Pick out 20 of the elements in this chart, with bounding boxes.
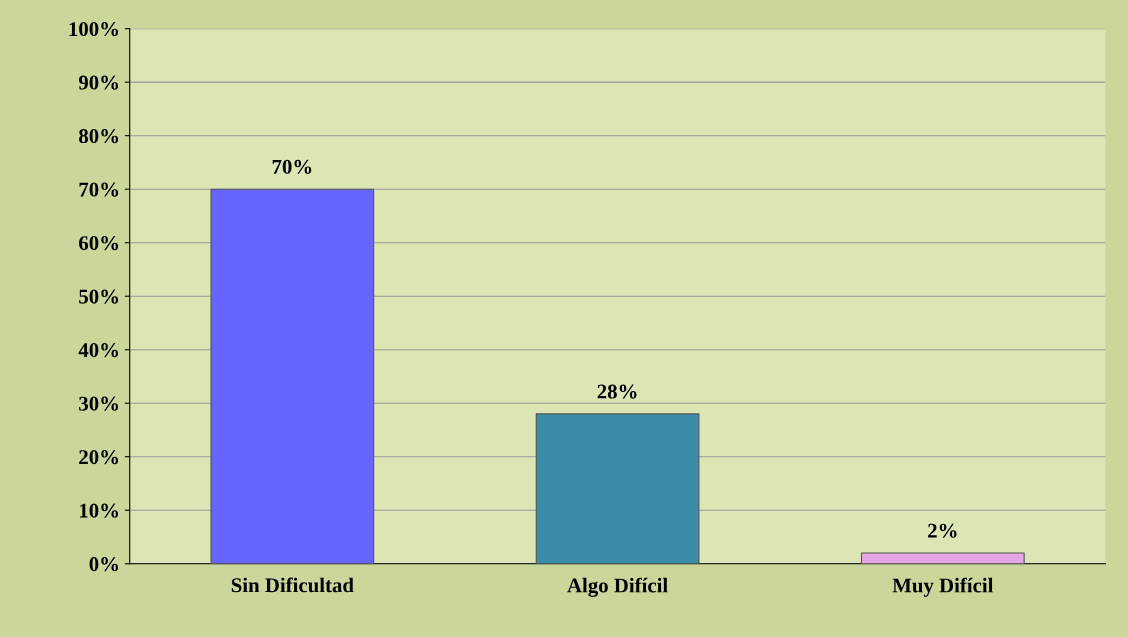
data-label: 2% (928, 523, 957, 538)
x-tick-label: Sin Dificultad (231, 577, 354, 593)
x-tick-label: Algo Difícil (567, 577, 668, 597)
y-tick-label: 60% (79, 236, 119, 251)
y-tick-label: 100% (69, 22, 119, 37)
x-tick-label: Muy Difícil (892, 577, 994, 597)
y-tick-label: 40% (78, 343, 119, 358)
bar (860, 552, 1025, 564)
bar (535, 413, 700, 564)
y-tick-label: 90% (78, 75, 119, 90)
y-tick-label: 50% (79, 289, 119, 304)
y-tick-label: 0% (89, 557, 119, 572)
data-label: 70% (272, 159, 312, 174)
y-tick-label: 80% (79, 129, 119, 144)
data-label: 28% (597, 384, 637, 399)
y-tick-label: 30% (79, 396, 119, 411)
y-tick-label: 10% (80, 503, 119, 518)
y-tick-label: 20% (79, 450, 119, 465)
bar (210, 188, 375, 564)
y-tick-label: 70% (79, 182, 119, 197)
